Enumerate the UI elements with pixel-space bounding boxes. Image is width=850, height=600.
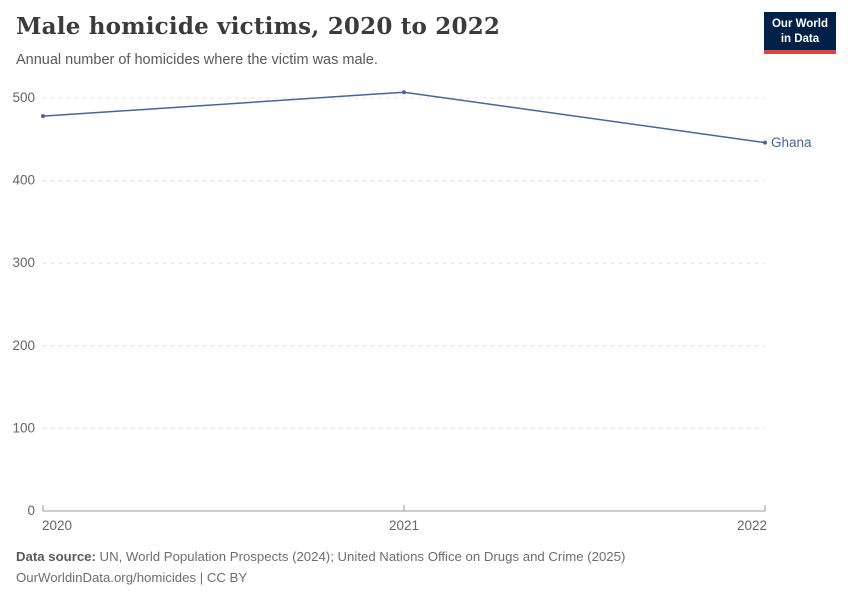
data-point[interactable] (763, 140, 767, 145)
y-tick-label: 0 (27, 503, 35, 518)
data-source-line: Data source: UN, World Population Prospe… (16, 547, 625, 567)
data-point[interactable] (402, 90, 406, 95)
y-tick-label: 300 (12, 255, 35, 270)
license-line[interactable]: OurWorldinData.org/homicides | CC BY (16, 570, 248, 586)
y-tick-label: 100 (12, 420, 35, 435)
data-source-text: UN, World Population Prospects (2024); U… (95, 549, 626, 564)
x-tick-label: 2022 (737, 518, 767, 533)
y-tick-label: 500 (12, 90, 35, 105)
data-source-label: Data source: (16, 549, 96, 564)
chart-subtitle: Annual number of homicides where the vic… (16, 52, 378, 68)
owid-logo[interactable]: Our World in Data (763, 12, 836, 54)
owid-logo-line2: in Data (780, 32, 820, 45)
series-line[interactable] (42, 91, 766, 144)
y-tick-label: 400 (12, 173, 35, 188)
x-tick-label: 2020 (42, 518, 72, 533)
owid-logo-line1: Our World (771, 18, 828, 30)
y-tick-label: 200 (12, 338, 35, 353)
entity-label[interactable]: Ghana (771, 135, 812, 150)
data-point[interactable] (41, 114, 45, 119)
x-tick-label: 2021 (389, 518, 419, 533)
chart-title: Male homicide victims, 2020 to 2022 (16, 13, 501, 40)
footer: Data source: UN, World Population Prospe… (16, 547, 625, 589)
